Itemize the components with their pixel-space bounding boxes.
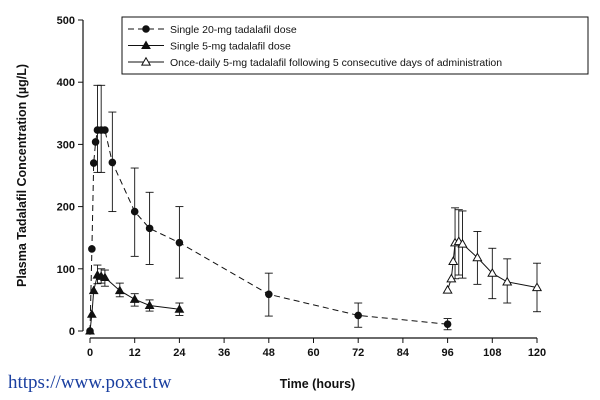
data-point-triangle xyxy=(141,40,151,50)
x-tick-label: 0 xyxy=(87,347,93,359)
x-axis: 0 12 24 36 48 60 72 84 96 108 120 xyxy=(87,337,546,359)
legend-entry-3: Once-daily 5-mg tadalafil following 5 co… xyxy=(128,56,502,69)
legend-box xyxy=(121,16,589,75)
x-tick-label: 36 xyxy=(218,347,230,359)
legend-entry-1: Single 20-mg tadalafil dose xyxy=(128,24,297,36)
data-point-triangle xyxy=(174,304,185,313)
y-tick-label: 300 xyxy=(57,139,75,151)
data-point-circle xyxy=(264,290,273,299)
y-axis-title: Plasma Tadalafil Concentration (µg/L) xyxy=(15,64,29,287)
legend-label: Single 20-mg tadalafil dose xyxy=(170,24,297,36)
data-point-circle xyxy=(88,245,96,253)
data-point-open-triangle xyxy=(531,282,543,292)
y-tick-label: 200 xyxy=(57,202,75,214)
x-tick-label: 24 xyxy=(173,347,186,359)
data-point-triangle xyxy=(88,285,99,295)
data-point-open-triangle xyxy=(442,284,453,294)
data-point-triangle xyxy=(144,300,155,310)
series-layer xyxy=(85,84,543,335)
data-point-triangle xyxy=(85,325,95,335)
x-axis-title: Time (hours) xyxy=(280,377,355,391)
y-tick-label: 0 xyxy=(69,326,75,338)
y-axis: 0 100 200 300 400 500 xyxy=(57,15,84,338)
data-point-triangle xyxy=(86,309,97,318)
series-1 xyxy=(86,84,452,335)
x-tick-label: 60 xyxy=(307,347,319,359)
x-tick-label: 48 xyxy=(263,347,275,359)
data-point-open-triangle xyxy=(448,256,459,265)
data-point-open-triangle xyxy=(446,273,457,283)
data-point-triangle xyxy=(100,272,110,282)
x-tick-label: 72 xyxy=(352,347,364,359)
legend: Single 20-mg tadalafil dose Single 5-mg t… xyxy=(121,16,589,75)
data-point-triangle xyxy=(129,294,140,303)
x-tick-label: 12 xyxy=(129,347,141,359)
x-tick-label: 96 xyxy=(441,347,453,359)
data-point-circle xyxy=(175,238,184,247)
x-tick-label: 108 xyxy=(483,347,501,359)
data-point-circle xyxy=(443,320,452,328)
data-point-open-triangle xyxy=(472,252,483,262)
x-tick-label: 120 xyxy=(528,347,546,359)
legend-entry-2: Single 5-mg tadalafil dose xyxy=(128,40,291,53)
data-point-circle xyxy=(142,25,150,33)
data-point-circle xyxy=(145,224,154,233)
data-point-circle xyxy=(130,207,139,216)
data-point-circle xyxy=(108,158,117,167)
data-point-circle xyxy=(354,311,363,320)
data-point-circle xyxy=(101,126,109,134)
data-point-open-triangle xyxy=(502,276,513,286)
y-tick-label: 100 xyxy=(57,264,75,276)
series-2 xyxy=(85,264,185,335)
y-tick-label: 500 xyxy=(57,15,75,27)
data-point-open-triangle xyxy=(457,238,468,248)
series-3 xyxy=(442,207,543,313)
y-tick-label: 400 xyxy=(57,77,75,89)
x-tick-label: 84 xyxy=(397,347,410,359)
data-point-open-triangle xyxy=(487,267,498,277)
watermark-url: https://www.poxet.tw xyxy=(8,372,172,393)
legend-label: Once-daily 5-mg tadalafil following 5 co… xyxy=(170,57,502,69)
data-point-open-triangle xyxy=(140,56,152,66)
data-point-circle xyxy=(89,159,98,167)
data-point-circle xyxy=(91,138,100,146)
data-point-triangle xyxy=(114,285,125,295)
legend-label: Single 5-mg tadalafil dose xyxy=(170,41,291,53)
